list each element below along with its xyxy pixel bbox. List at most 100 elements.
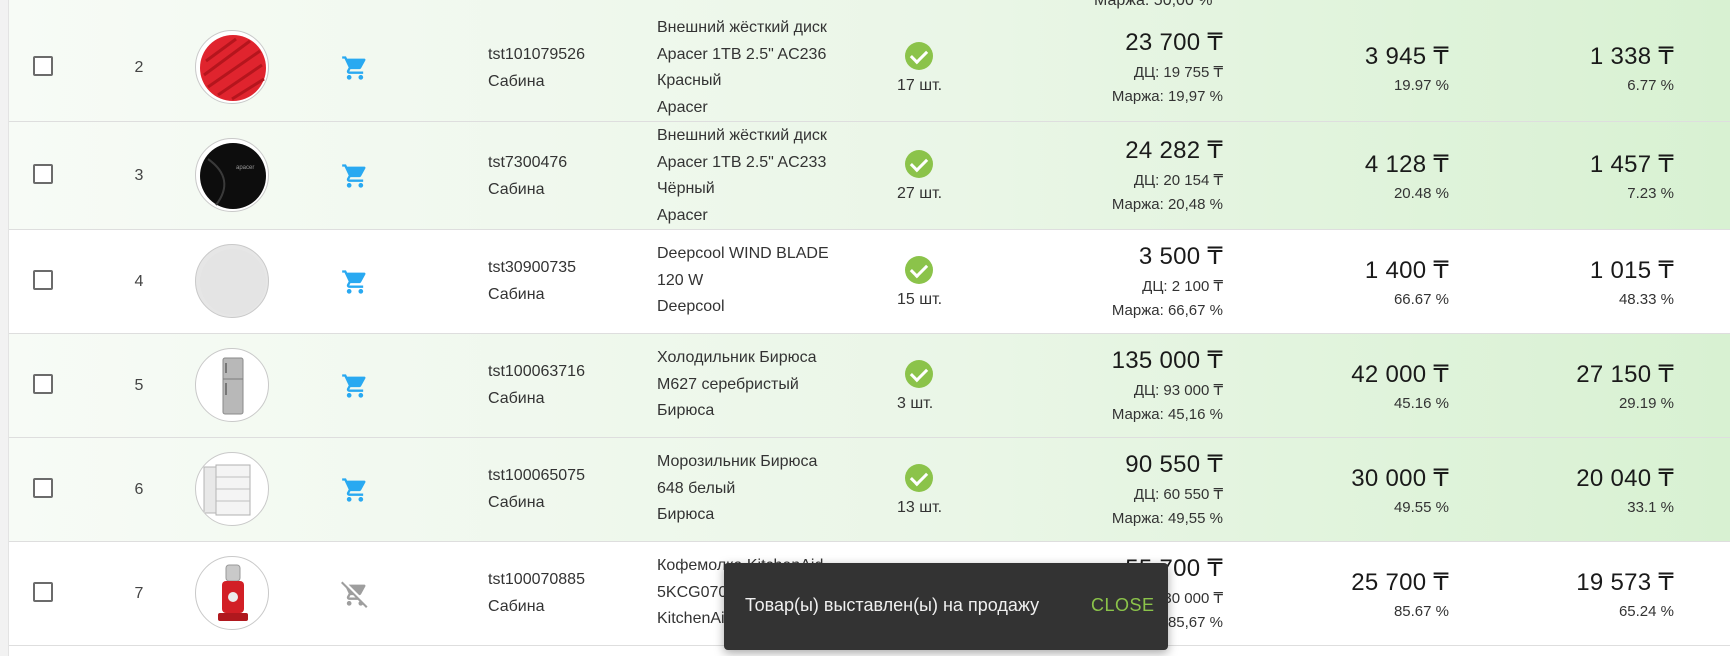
product-image[interactable]: [195, 244, 269, 318]
product-image[interactable]: apacer: [195, 138, 269, 212]
margin-percent: 7.23 %: [1627, 185, 1674, 202]
manager-name: Сабина: [488, 180, 545, 198]
stock-quantity: 27 шт.: [897, 185, 943, 202]
left-edge: [0, 0, 9, 656]
no-image: [200, 249, 266, 315]
svg-text:apacer: apacer: [236, 165, 254, 171]
profit-cell: 30 000 ₸ 49.55 %: [1269, 464, 1449, 516]
name-line: M627 серебристый: [657, 375, 799, 393]
price-value: 24 282 ₸: [1125, 137, 1223, 164]
name-line: Внешний жёсткий диск: [657, 19, 827, 36]
cart-icon[interactable]: [341, 372, 369, 400]
product-sku: tst100070885 Сабина: [488, 567, 585, 620]
row-number: 4: [134, 273, 144, 290]
manager-name: Сабина: [488, 72, 545, 90]
profit-value: 1 400 ₸: [1364, 257, 1449, 284]
product-name[interactable]: Внешний жёсткий диск Apacer 1TB 2.5" AC2…: [657, 123, 872, 229]
row-checkbox[interactable]: [33, 164, 53, 184]
row-checkbox[interactable]: [33, 478, 53, 498]
name-line: Apacer: [657, 206, 708, 224]
profit-percent: 49.55 %: [1393, 499, 1449, 516]
name-line: KitchenAid: [657, 610, 734, 627]
black-disk-image: apacer: [200, 143, 266, 209]
profit-cell: 1 400 ₸ 66.67 %: [1269, 256, 1449, 308]
row-number: 6: [134, 481, 144, 498]
profit-value: 4 128 ₸: [1364, 151, 1449, 178]
product-image[interactable]: [195, 556, 269, 630]
margin-value: 19 573 ₸: [1576, 569, 1674, 596]
stock-status: 3 шт.: [897, 360, 987, 413]
table-row[interactable]: 5 tst100063716 Сабина Холодильник Бирюса…: [9, 334, 1730, 438]
stock-quantity: 3 шт.: [897, 395, 934, 412]
profit-cell: 42 000 ₸ 45.16 %: [1269, 360, 1449, 412]
product-name[interactable]: Холодильник Бирюса M627 серебристый Бирю…: [657, 345, 872, 425]
profit-value: 30 000 ₸: [1351, 465, 1449, 492]
markup-value: Маржа: 20,48 %: [1111, 196, 1223, 213]
check-icon: [905, 464, 933, 492]
price-value: 135 000 ₸: [1111, 347, 1223, 374]
cart-icon[interactable]: [341, 162, 369, 190]
cart-off-icon[interactable]: [341, 580, 369, 608]
table-row-partial: Маржа: 50,00 %: [9, 0, 1730, 15]
freezer-image: [200, 457, 266, 523]
sku-code: tst100065075: [488, 467, 585, 484]
profit-cell: 3 945 ₸ 19.97 %: [1269, 42, 1449, 94]
product-name[interactable]: Внешний жёсткий диск Apacer 1TB 2.5" AC2…: [657, 15, 872, 121]
row-checkbox[interactable]: [33, 374, 53, 394]
cart-icon[interactable]: [341, 268, 369, 296]
manager-name: Сабина: [488, 493, 545, 511]
table-row[interactable]: 2 tst101079526 Сабина Внешний жёсткий ди…: [9, 14, 1730, 122]
stock-quantity: 15 шт.: [897, 291, 943, 308]
markup-value: Маржа: 19,97 %: [1111, 88, 1223, 105]
stock-quantity: 13 шт.: [897, 499, 943, 516]
check-icon: [905, 256, 933, 284]
cart-icon[interactable]: [341, 54, 369, 82]
dc-value: ДЦ: 60 550 ₸: [1133, 486, 1223, 503]
table-row[interactable]: 3 apacer tst7300476 Сабина Внешний жёстк…: [9, 122, 1730, 230]
cart-icon[interactable]: [341, 476, 369, 504]
table-row[interactable]: 6 tst100065075 Сабина Морозильник Бирюса…: [9, 438, 1730, 542]
product-image[interactable]: [195, 348, 269, 422]
row-checkbox[interactable]: [33, 56, 53, 76]
row-checkbox[interactable]: [33, 270, 53, 290]
row-checkbox[interactable]: [33, 582, 53, 602]
dc-value: ДЦ: 93 000 ₸: [1133, 382, 1223, 399]
profit-percent: 85.67 %: [1393, 603, 1449, 620]
profit-cell: 4 128 ₸ 20.48 %: [1269, 150, 1449, 202]
check-icon: [905, 360, 933, 388]
sku-code: tst101079526: [488, 46, 585, 63]
profit-percent: 20.48 %: [1393, 185, 1449, 202]
name-line: Бирюса: [657, 506, 715, 523]
stock-status: 17 шт.: [897, 42, 987, 95]
snackbar-close-button[interactable]: CLOSE: [1091, 595, 1155, 615]
name-line: Морозильник Бирюса: [657, 453, 818, 470]
margin-cell: 1 015 ₸ 48.33 %: [1494, 256, 1674, 308]
product-sku: tst101079526 Сабина: [488, 42, 585, 95]
price-cell: 24 282 ₸ ДЦ: 20 154 ₸ Маржа: 20,48 %: [1049, 136, 1223, 213]
table-row[interactable]: 4 tst30900735 Сабина Deepcool WIND BLADE…: [9, 230, 1730, 334]
name-line: Apacer 1TB 2.5" AC233: [657, 153, 827, 171]
name-line: Apacer: [657, 98, 708, 116]
price-cell: 23 700 ₸ ДЦ: 19 755 ₸ Маржа: 19,97 %: [1049, 28, 1223, 105]
profit-value: 42 000 ₸: [1351, 361, 1449, 388]
dc-value: ДЦ: 2 100 ₸: [1142, 278, 1223, 295]
row-number: 5: [134, 377, 144, 394]
markup-value: Маржа: 66,67 %: [1111, 302, 1223, 319]
profit-value: 25 700 ₸: [1351, 569, 1449, 596]
markup-value: Маржа: 49,55 %: [1111, 510, 1223, 527]
price-value: 23 700 ₸: [1125, 29, 1223, 56]
price-cell: 3 500 ₸ ДЦ: 2 100 ₸ Маржа: 66,67 %: [1049, 242, 1223, 319]
fridge-image: [200, 353, 266, 419]
profit-percent: 19.97 %: [1393, 77, 1449, 94]
price-value: 3 500 ₸: [1138, 243, 1223, 270]
snackbar-message: Товар(ы) выставлен(ы) на продажу: [745, 595, 1040, 615]
profit-percent: 66.67 %: [1393, 291, 1449, 308]
product-name[interactable]: Морозильник Бирюса 648 белый Бирюса: [657, 449, 872, 529]
product-image[interactable]: [195, 30, 269, 104]
stock-status: 13 шт.: [897, 464, 987, 517]
product-name[interactable]: Deepcool WIND BLADE 120 W Deepcool: [657, 241, 872, 321]
name-line: 648 белый: [657, 479, 736, 497]
check-icon: [905, 42, 933, 70]
product-image[interactable]: [195, 452, 269, 526]
margin-cell: 27 150 ₸ 29.19 %: [1494, 360, 1674, 412]
